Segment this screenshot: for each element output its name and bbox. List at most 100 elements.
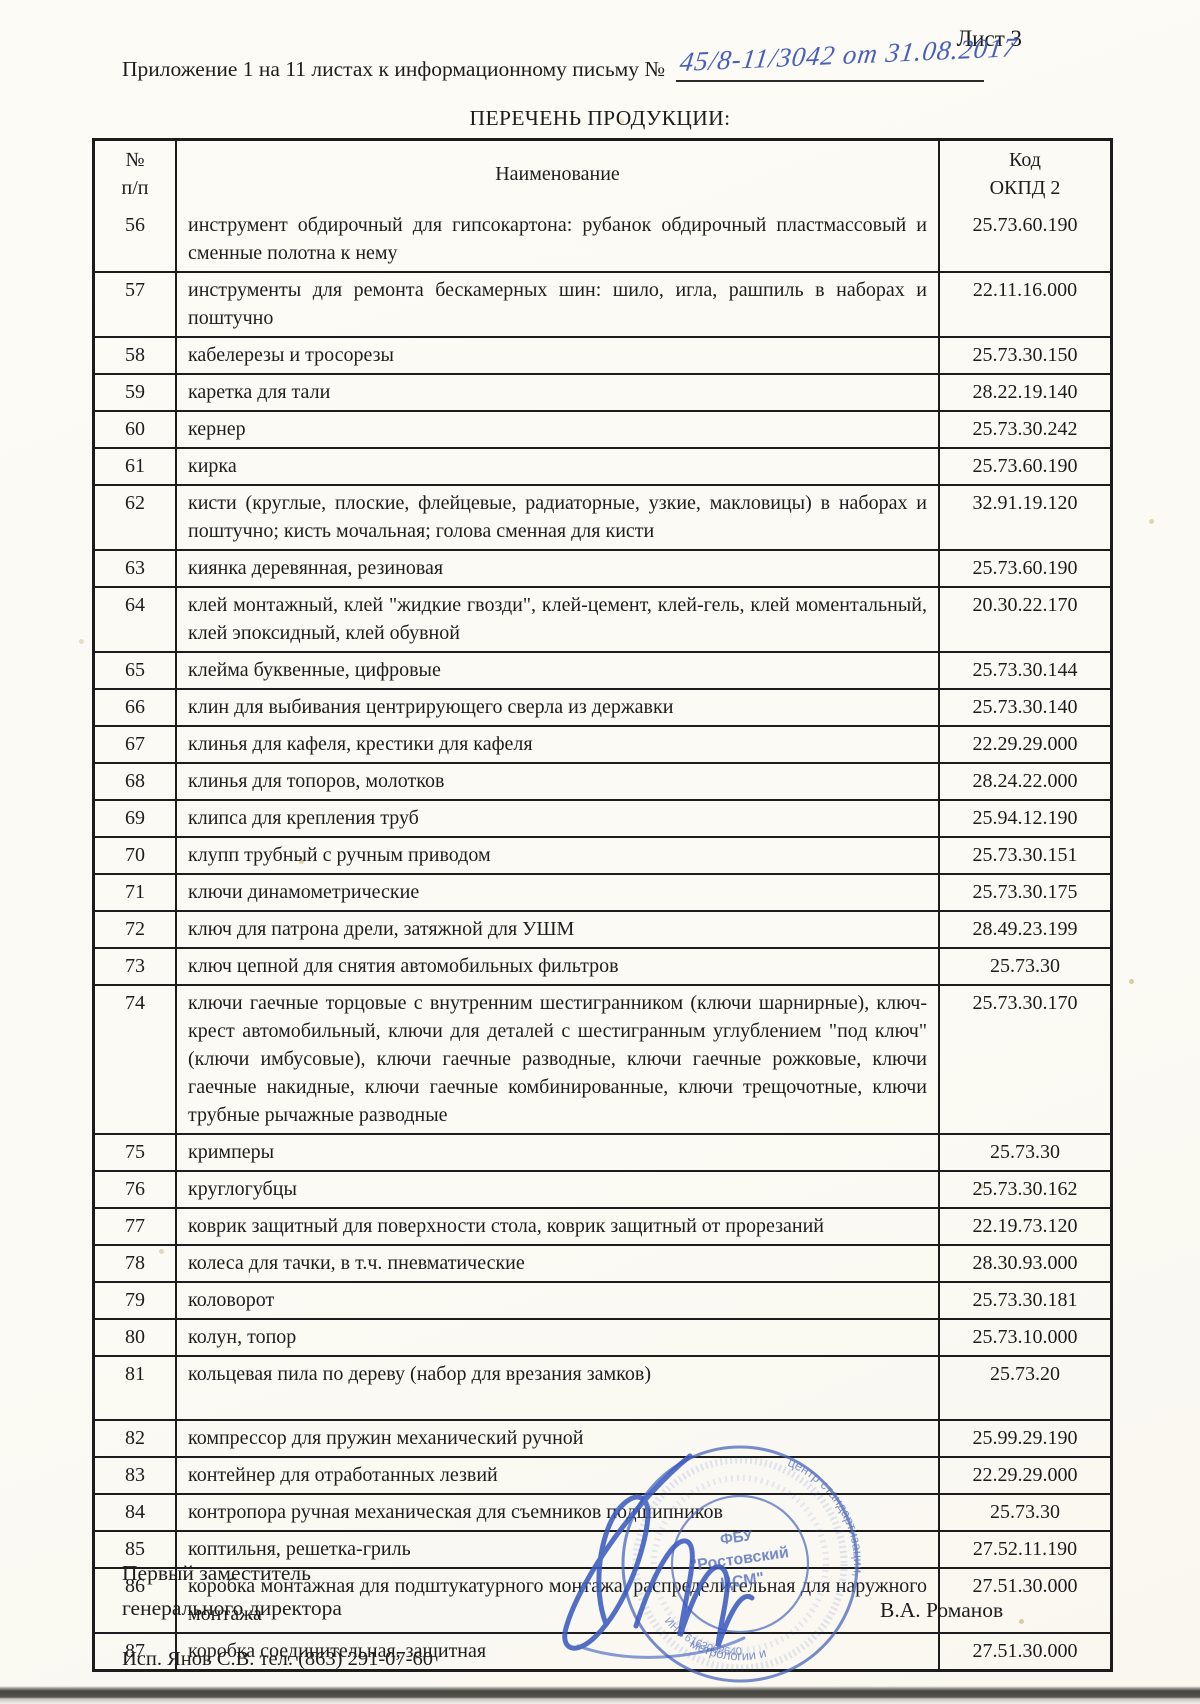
row-okpd2-code-cell: 25.99.29.190 bbox=[938, 1421, 1110, 1456]
row-name-cell: клей монтажный, клей "жидкие гвозди", кл… bbox=[188, 594, 927, 644]
table-row: 64 клей монтажный, клей "жидкие гвозди", … bbox=[95, 586, 1110, 651]
signer-position-line2: генерального директора bbox=[122, 1596, 342, 1620]
scan-noise-speckles bbox=[0, 0, 3, 3]
row-okpd2-code-cell: 27.51.30.000 bbox=[938, 1634, 1110, 1669]
row-name-cell: клинья для топоров, молотков bbox=[188, 770, 445, 792]
row-okpd2-code-cell: 25.73.30.162 bbox=[938, 1172, 1110, 1207]
table-row: 76 круглогубцы 25.73.30.162 bbox=[95, 1170, 1110, 1207]
row-name-cell: коловорот bbox=[188, 1289, 275, 1311]
table-row: 77 коврик защитный для поверхности стола,… bbox=[95, 1207, 1110, 1244]
row-name-cell: кисти (круглые, плоские, флейцевые, ради… bbox=[188, 492, 927, 542]
row-name-cell: клин для выбивания центрирующего сверла … bbox=[188, 696, 674, 718]
row-name-cell: ключи гаечные торцовые с внутренним шест… bbox=[188, 992, 927, 1126]
row-name-cell: кольцевая пила по дереву (набор для врез… bbox=[188, 1363, 651, 1385]
row-okpd2-code-cell: 22.29.29.000 bbox=[938, 727, 1110, 762]
row-number-cell: 69 bbox=[95, 801, 177, 836]
row-okpd2-code-cell: 25.73.10.000 bbox=[938, 1320, 1110, 1355]
row-name-cell: киянка деревянная, резиновая bbox=[188, 557, 444, 579]
row-okpd2-code-cell: 25.73.60.190 bbox=[938, 208, 1110, 271]
row-name-cell: коптильня, решетка-гриль bbox=[188, 1538, 411, 1560]
column-header-code-line2: ОКПД 2 bbox=[989, 177, 1061, 199]
row-number-cell: 68 bbox=[95, 764, 177, 799]
table-row: 84 контропора ручная механическая для съе… bbox=[95, 1493, 1110, 1530]
letter-number-blank-underline: 45/8-11/3042 от 31.08.2017 bbox=[676, 32, 1020, 82]
row-okpd2-code-cell: 27.51.30.000 bbox=[938, 1569, 1110, 1632]
row-number-cell: 76 bbox=[95, 1172, 177, 1207]
row-okpd2-code-cell: 32.91.19.120 bbox=[938, 486, 1110, 549]
row-name-cell: компрессор для пружин механический ручно… bbox=[188, 1427, 584, 1449]
table-row: 61 кирка 25.73.60.190 bbox=[95, 447, 1110, 484]
row-okpd2-code-cell: 20.30.22.170 bbox=[938, 588, 1110, 651]
table-row: 73 ключ цепной для снятия автомобильных ф… bbox=[95, 947, 1110, 984]
row-number-cell: 77 bbox=[95, 1209, 177, 1244]
table-row: 60 кернер 25.73.30.242 bbox=[95, 410, 1110, 447]
row-okpd2-code-cell: 25.73.30 bbox=[938, 1135, 1110, 1170]
row-number-cell: 78 bbox=[95, 1246, 177, 1281]
row-okpd2-code-cell: 28.24.22.000 bbox=[938, 764, 1110, 799]
row-name-cell: клинья для кафеля, крестики для кафеля bbox=[188, 733, 533, 755]
table-row: 56 инструмент обдирочный для гипсокартона… bbox=[95, 208, 1110, 271]
row-number-cell: 75 bbox=[95, 1135, 177, 1170]
row-name-cell: инструмент обдирочный для гипсокартона: … bbox=[188, 214, 927, 264]
row-number-cell: 74 bbox=[95, 986, 177, 1133]
row-name-cell: круглогубцы bbox=[188, 1178, 297, 1200]
row-number-cell: 84 bbox=[95, 1495, 177, 1530]
table-row: 72 ключ для патрона дрели, затяжной для У… bbox=[95, 910, 1110, 947]
row-number-cell: 80 bbox=[95, 1320, 177, 1355]
table-row: 82 компрессор для пружин механический руч… bbox=[95, 1419, 1110, 1456]
row-number-cell: 58 bbox=[95, 338, 177, 373]
appendix-header-line: Приложение 1 на 11 листах к информационн… bbox=[122, 32, 1020, 82]
table-row: 58 кабелерезы и тросорезы 25.73.30.150 bbox=[95, 336, 1110, 373]
row-okpd2-code-cell: 25.73.20 bbox=[938, 1357, 1110, 1419]
row-name-cell: кримперы bbox=[188, 1141, 275, 1163]
signer-position: Первый заместитель генерального директор… bbox=[122, 1556, 342, 1626]
table-row: 83 контейнер для отработанных лезвий 22.29… bbox=[95, 1456, 1110, 1493]
row-name-cell: кирка bbox=[188, 455, 237, 477]
row-okpd2-code-cell: 27.52.11.190 bbox=[938, 1532, 1110, 1567]
row-number-cell: 59 bbox=[95, 375, 177, 410]
row-okpd2-code-cell: 22.29.29.000 bbox=[938, 1458, 1110, 1493]
table-row: 69 клипса для крепления труб 25.94.12.190 bbox=[95, 799, 1110, 836]
row-number-cell: 73 bbox=[95, 949, 177, 984]
column-header-code-line1: Код bbox=[1009, 149, 1041, 171]
column-header-num: № п/п bbox=[95, 141, 177, 208]
row-okpd2-code-cell: 25.73.30.170 bbox=[938, 986, 1110, 1133]
executor-contact-line: Исп. Янов С.В. тел. (863) 291-07-60 bbox=[122, 1648, 434, 1670]
column-header-name: Наименование bbox=[177, 141, 938, 208]
row-okpd2-code-cell: 25.73.30.242 bbox=[938, 412, 1110, 447]
row-name-cell: ключи динамометрические bbox=[188, 881, 420, 903]
table-row: 59 каретка для тали 28.22.19.140 bbox=[95, 373, 1110, 410]
row-number-cell: 62 bbox=[95, 486, 177, 549]
table-row: 81 кольцевая пила по дереву (набор для вр… bbox=[95, 1355, 1110, 1419]
row-number-cell: 64 bbox=[95, 588, 177, 651]
row-okpd2-code-cell: 28.49.23.199 bbox=[938, 912, 1110, 947]
sheet-number-label: Лист 3 bbox=[956, 26, 1022, 51]
row-number-cell: 72 bbox=[95, 912, 177, 947]
row-okpd2-code-cell: 25.73.30 bbox=[938, 1495, 1110, 1530]
table-row: 57 инструменты для ремонта бескамерных ши… bbox=[95, 271, 1110, 336]
product-table-body: 56 инструмент обдирочный для гипсокартона… bbox=[95, 208, 1110, 1669]
row-number-cell: 70 bbox=[95, 838, 177, 873]
row-okpd2-code-cell: 22.11.16.000 bbox=[938, 273, 1110, 336]
table-row: 67 клинья для кафеля, крестики для кафеля… bbox=[95, 725, 1110, 762]
row-okpd2-code-cell: 25.73.30.181 bbox=[938, 1283, 1110, 1318]
row-number-cell: 83 bbox=[95, 1458, 177, 1493]
table-row: 68 клинья для топоров, молотков 28.24.22.0… bbox=[95, 762, 1110, 799]
table-row: 63 киянка деревянная, резиновая 25.73.60.1… bbox=[95, 549, 1110, 586]
row-number-cell: 63 bbox=[95, 551, 177, 586]
column-header-num-line1: № bbox=[125, 149, 145, 171]
row-number-cell: 56 bbox=[95, 208, 177, 271]
row-okpd2-code-cell: 25.73.30.175 bbox=[938, 875, 1110, 910]
row-number-cell: 61 bbox=[95, 449, 177, 484]
table-row: 79 коловорот 25.73.30.181 bbox=[95, 1281, 1110, 1318]
row-name-cell: контропора ручная механическая для съемн… bbox=[188, 1501, 723, 1523]
product-table: № п/п Наименование Код ОКПД 2 56 инструме… bbox=[92, 138, 1113, 1672]
row-number-cell: 65 bbox=[95, 653, 177, 688]
row-name-cell: кернер bbox=[188, 418, 246, 440]
row-okpd2-code-cell: 28.30.93.000 bbox=[938, 1246, 1110, 1281]
row-okpd2-code-cell: 25.73.30.140 bbox=[938, 690, 1110, 725]
row-number-cell: 79 bbox=[95, 1283, 177, 1318]
row-name-cell: контейнер для отработанных лезвий bbox=[188, 1464, 498, 1486]
row-number-cell: 81 bbox=[95, 1357, 177, 1419]
row-number-cell: 71 bbox=[95, 875, 177, 910]
